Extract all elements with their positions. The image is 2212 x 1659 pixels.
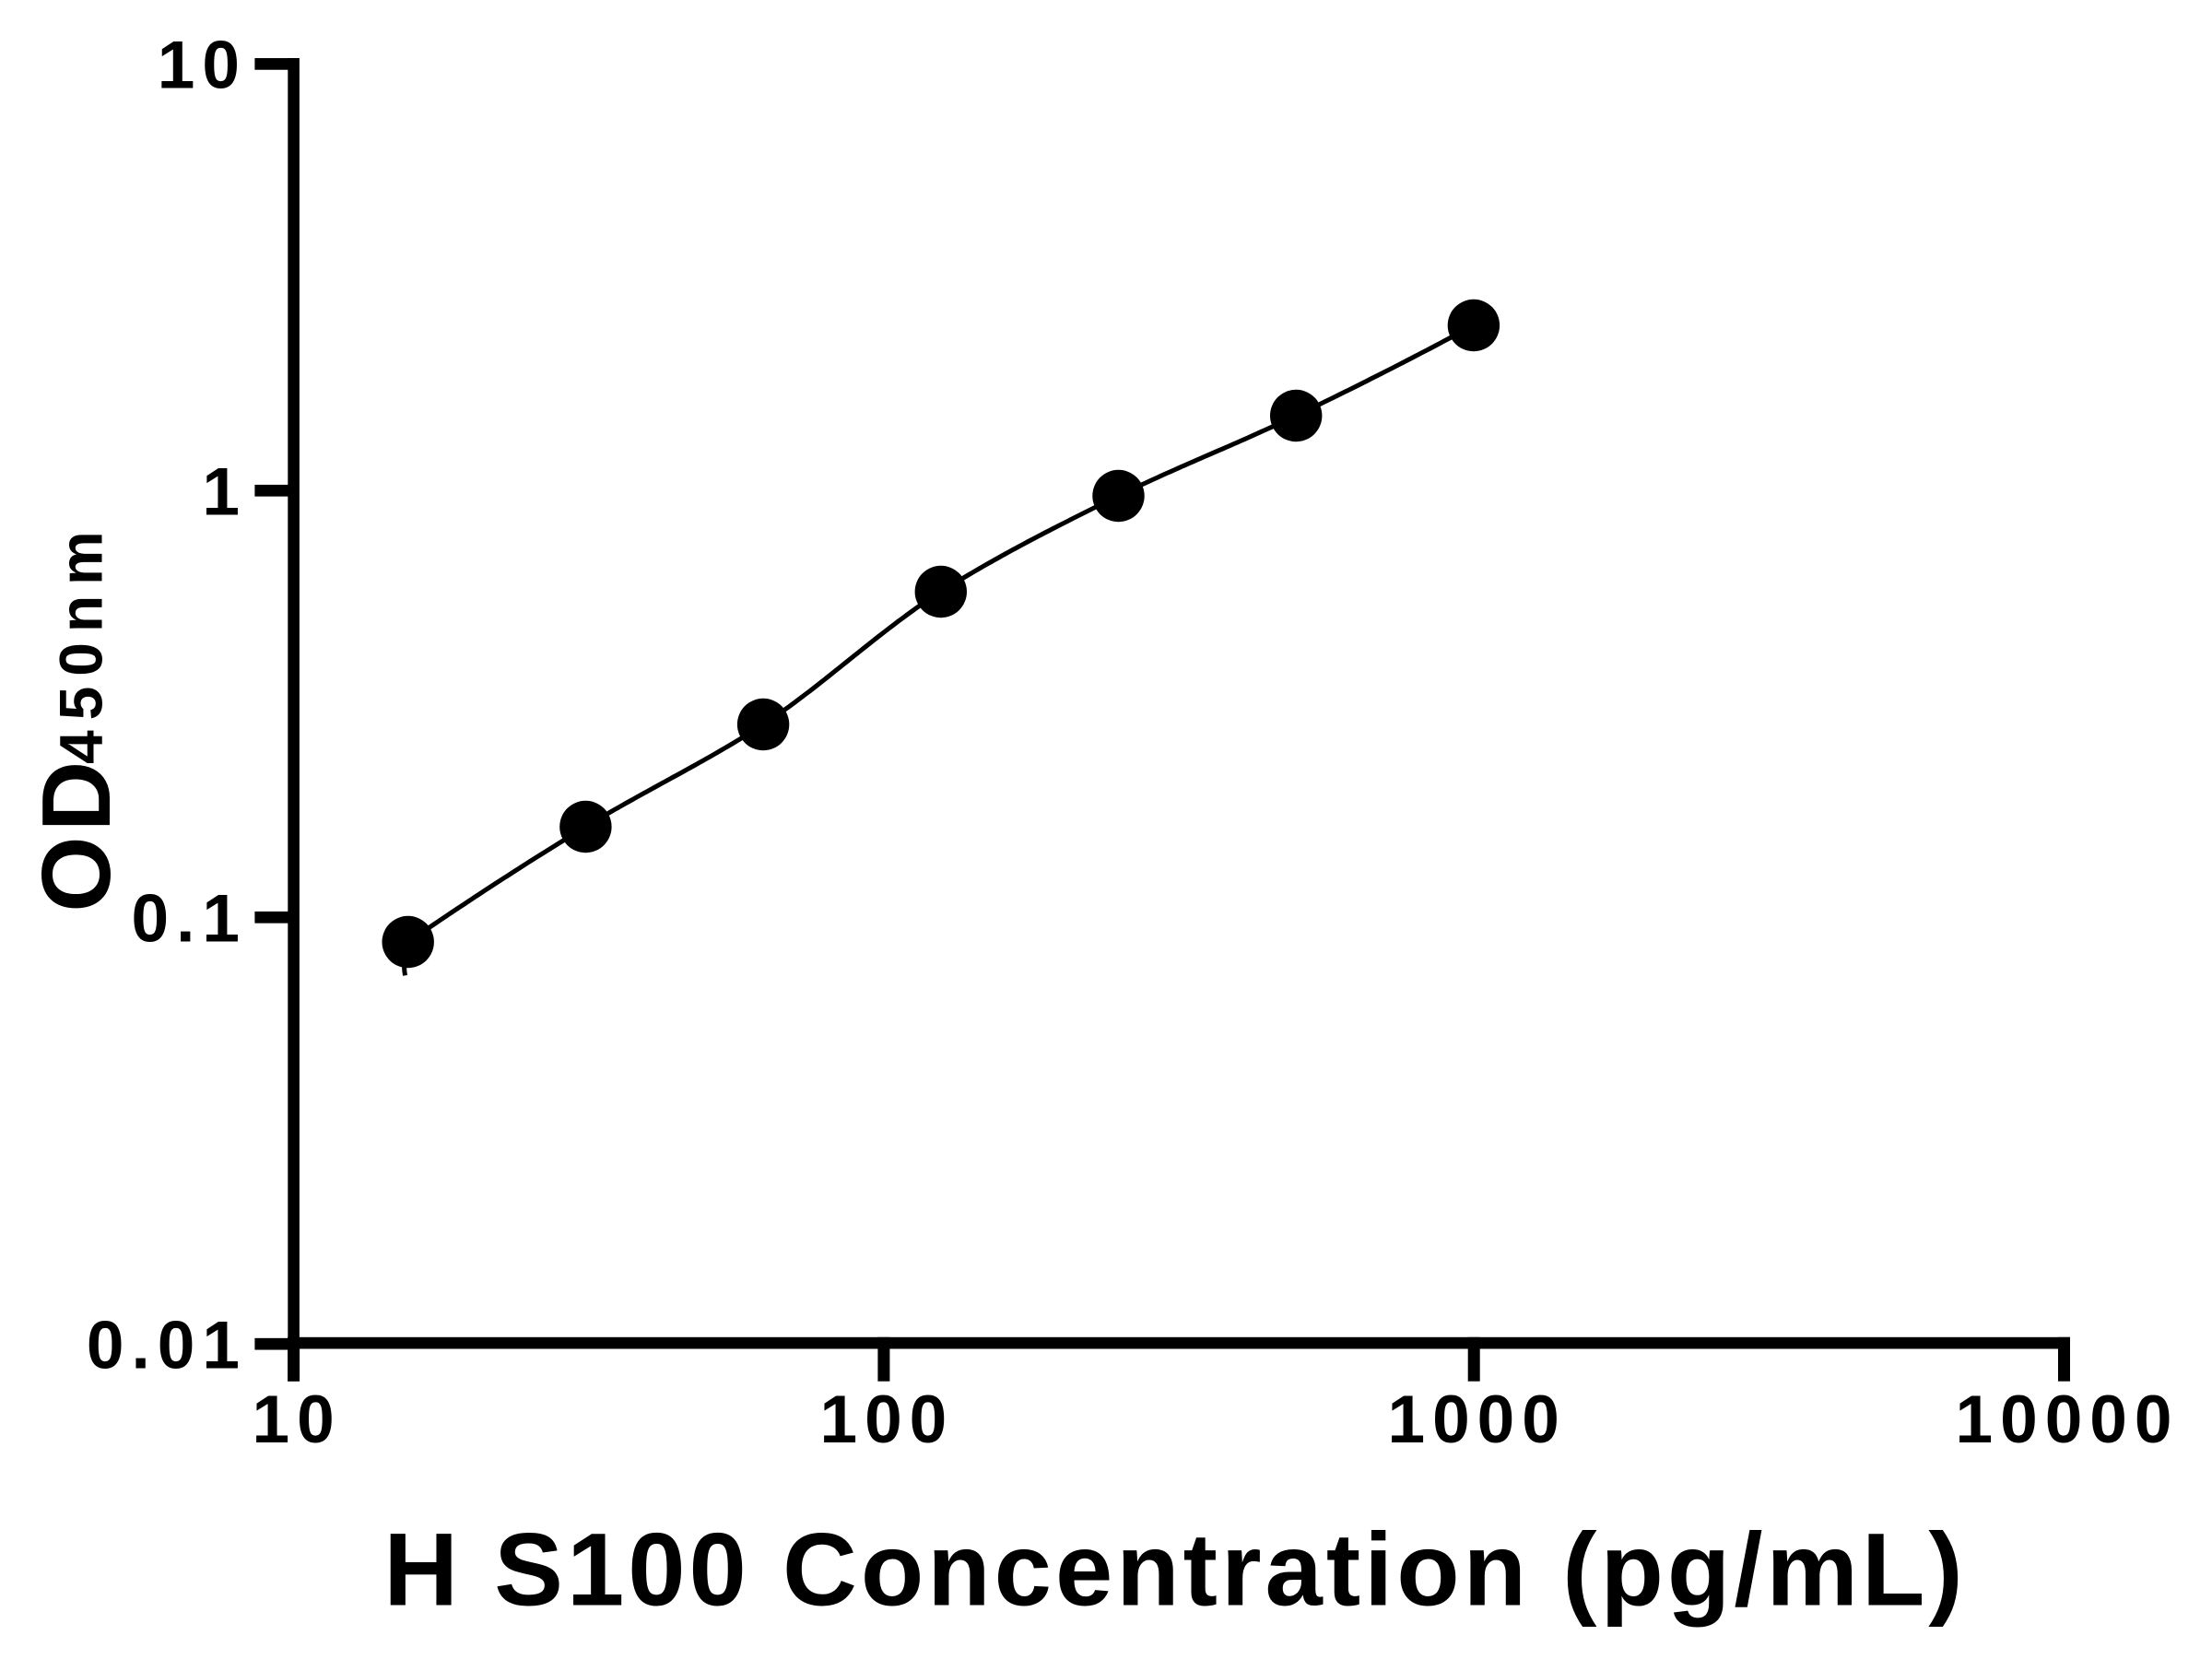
svg-text:1000: 1000	[1387, 1382, 1566, 1457]
svg-text:450nm: 450nm	[47, 521, 115, 764]
svg-text:0.1: 0.1	[132, 882, 247, 957]
svg-text:H S100 Concentration (pg/mL): H S100 Concentration (pg/mL)	[383, 1512, 1966, 1628]
svg-text:10: 10	[158, 29, 247, 103]
svg-text:100: 100	[819, 1382, 954, 1457]
svg-text:OD: OD	[22, 757, 131, 912]
svg-text:10: 10	[252, 1382, 341, 1457]
svg-text:1: 1	[202, 455, 247, 530]
svg-text:0.01: 0.01	[87, 1308, 247, 1382]
svg-text:10000: 10000	[1956, 1382, 2180, 1457]
